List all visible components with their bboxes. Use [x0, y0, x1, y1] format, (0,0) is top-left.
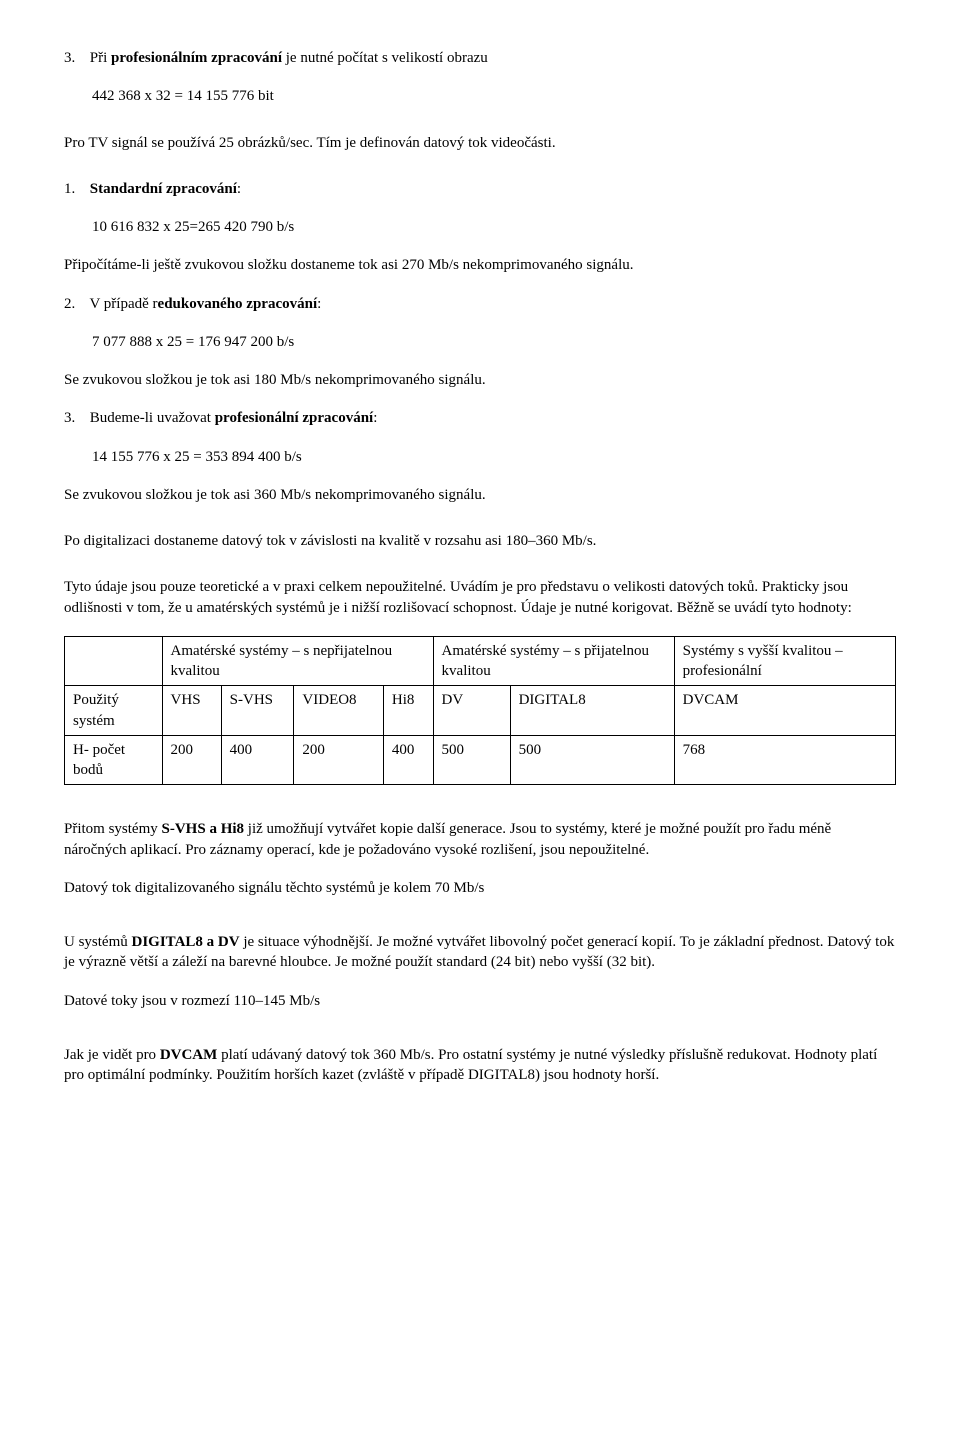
list-number: 1.: [64, 179, 86, 199]
theory-note: Tyto údaje jsou pouze teoretické a v pra…: [64, 577, 896, 618]
table-cell: DIGITAL8: [510, 686, 674, 736]
table-cell: Hi8: [383, 686, 433, 736]
tv-signal-line: Pro TV signál se používá 25 obrázků/sec.…: [64, 133, 896, 153]
table-cell: Amatérské systémy – s přijatelnou kvalit…: [433, 636, 674, 686]
table-cell: DVCAM: [674, 686, 895, 736]
table-cell: 500: [510, 735, 674, 785]
calc-line: 442 368 x 32 = 14 155 776 bit: [92, 86, 896, 106]
list-item-prof-size: 3. Při profesionálním zpracování je nutn…: [64, 48, 896, 68]
calc-line: 10 616 832 x 25=265 420 790 b/s: [92, 217, 896, 237]
text-bold: profesionální zpracování: [215, 410, 373, 426]
table-cell: 400: [221, 735, 294, 785]
text-bold: S-VHS a Hi8: [162, 821, 245, 837]
text: Jak je vidět pro: [64, 1047, 160, 1063]
list-item-standard: 1. Standardní zpracování:: [64, 179, 896, 199]
text: U systémů: [64, 934, 132, 950]
digi-range: Po digitalizaci dostaneme datový tok v z…: [64, 531, 896, 551]
table-cell: VIDEO8: [294, 686, 383, 736]
table-cell: Amatérské systémy – s nepřijatelnou kval…: [162, 636, 433, 686]
text-bold: DVCAM: [160, 1047, 218, 1063]
table-cell: S-VHS: [221, 686, 294, 736]
svhs-paragraph: Přitom systémy S-VHS a Hi8 již umožňují …: [64, 819, 896, 860]
list-number: 3.: [64, 48, 86, 68]
tok-70: Datový tok digitalizovaného signálu těch…: [64, 878, 896, 898]
text: :: [237, 181, 241, 197]
digital8-dv-paragraph: U systémů DIGITAL8 a DV je situace výhod…: [64, 932, 896, 973]
table-cell: 500: [433, 735, 510, 785]
table-cell: 200: [162, 735, 221, 785]
text: :: [317, 296, 321, 312]
text-bold: Standardní zpracování: [90, 181, 237, 197]
text: Budeme-li uvažovat: [90, 410, 215, 426]
text: Při: [90, 50, 111, 66]
after-line: Se zvukovou složkou je tok asi 180 Mb/s …: [64, 370, 896, 390]
table-cell: 400: [383, 735, 433, 785]
text: Přitom systémy: [64, 821, 162, 837]
table-cell: VHS: [162, 686, 221, 736]
table-cell: 200: [294, 735, 383, 785]
calc-line: 14 155 776 x 25 = 353 894 400 b/s: [92, 447, 896, 467]
text: je nutné počítat s velikostí obrazu: [282, 50, 488, 66]
table-cell: H- počet bodů: [65, 735, 163, 785]
text-bold: DIGITAL8 a DV: [132, 934, 240, 950]
dvcam-paragraph: Jak je vidět pro DVCAM platí udávaný dat…: [64, 1045, 896, 1086]
tok-110: Datové toky jsou v rozmezí 110–145 Mb/s: [64, 991, 896, 1011]
table-cell: Použitý systém: [65, 686, 163, 736]
list-item-reduced: 2. V případě redukovaného zpracování:: [64, 294, 896, 314]
after-line: Připočítáme-li ještě zvukovou složku dos…: [64, 255, 896, 275]
list-number: 2.: [64, 294, 86, 314]
table-row: H- počet bodů 200 400 200 400 500 500 76…: [65, 735, 896, 785]
calc-line: 7 077 888 x 25 = 176 947 200 b/s: [92, 332, 896, 352]
list-number: 3.: [64, 408, 86, 428]
text: V případě r: [89, 296, 157, 312]
table-cell: DV: [433, 686, 510, 736]
table-cell-empty: [65, 636, 163, 686]
text-bold: profesionálním zpracování: [111, 50, 282, 66]
table-cell: 768: [674, 735, 895, 785]
table-row-header: Amatérské systémy – s nepřijatelnou kval…: [65, 636, 896, 686]
text: :: [373, 410, 377, 426]
list-item-professional: 3. Budeme-li uvažovat profesionální zpra…: [64, 408, 896, 428]
systems-table: Amatérské systémy – s nepřijatelnou kval…: [64, 636, 896, 786]
table-row: Použitý systém VHS S-VHS VIDEO8 Hi8 DV D…: [65, 686, 896, 736]
text-bold: edukovaného zpracování: [158, 296, 318, 312]
after-line: Se zvukovou složkou je tok asi 360 Mb/s …: [64, 485, 896, 505]
table-cell: Systémy s vyšší kvalitou – profesionální: [674, 636, 895, 686]
